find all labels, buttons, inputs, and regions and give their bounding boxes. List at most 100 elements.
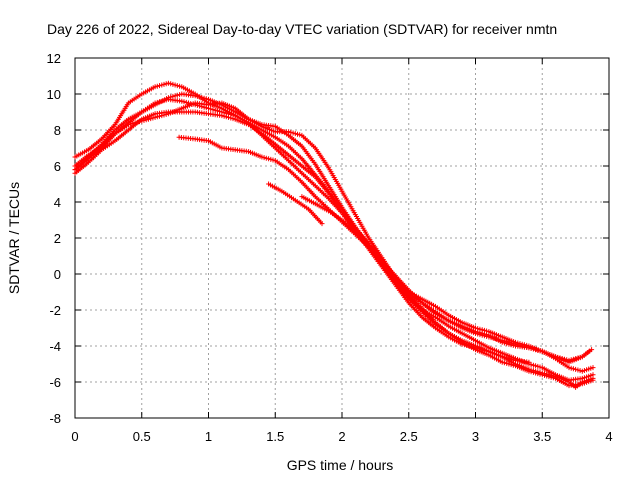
data-point-marker: [152, 100, 158, 106]
data-point-marker: [172, 93, 178, 99]
data-point-marker: [163, 81, 169, 87]
series-sat-b: [72, 91, 596, 374]
data-point-marker: [190, 101, 196, 107]
data-point-marker: [199, 95, 205, 101]
data-point-marker: [266, 156, 272, 162]
x-tick-label: 1: [205, 429, 212, 444]
data-point-marker: [504, 360, 510, 366]
data-point-marker: [533, 370, 539, 376]
x-tick-label: 2: [338, 429, 345, 444]
data-point-marker: [530, 362, 536, 368]
data-point-marker: [145, 116, 151, 122]
data-point-marker: [194, 93, 200, 99]
data-point-marker: [573, 366, 579, 372]
series-trace: [74, 93, 594, 373]
data-series: [72, 80, 596, 390]
data-point-marker: [581, 368, 587, 373]
data-point-marker: [290, 130, 296, 136]
data-point-marker: [528, 362, 534, 368]
data-point-marker: [157, 99, 162, 105]
data-point-marker: [506, 356, 512, 362]
data-point-marker: [588, 378, 594, 384]
data-point-marker: [508, 362, 514, 368]
data-point-marker: [544, 373, 550, 379]
data-point-marker: [477, 330, 483, 336]
data-point-marker: [206, 105, 211, 111]
data-point-marker: [261, 155, 267, 161]
x-axis-label: GPS time / hours: [287, 457, 394, 473]
y-tick-label: 6: [54, 159, 61, 174]
x-tick-label: 2.5: [400, 429, 418, 444]
data-point-marker: [214, 108, 220, 114]
series-sat-g: [266, 181, 325, 227]
data-point-marker: [212, 107, 218, 113]
data-point-marker: [174, 83, 180, 89]
grid-lines: [75, 58, 609, 418]
data-point-marker: [590, 365, 596, 371]
x-tick-label: 3: [472, 429, 479, 444]
data-point-marker: [568, 365, 574, 371]
y-tick-label: -2: [49, 303, 61, 318]
data-point-marker: [530, 369, 536, 375]
data-point-marker: [192, 102, 198, 108]
data-point-marker: [548, 374, 554, 380]
data-point-marker: [526, 359, 532, 365]
data-point-marker: [533, 347, 539, 353]
data-point-marker: [501, 340, 507, 346]
data-point-marker: [570, 366, 576, 372]
data-point-marker: [506, 361, 512, 367]
data-point-marker: [508, 356, 514, 362]
data-point-marker: [508, 342, 514, 348]
data-point-marker: [528, 369, 534, 375]
y-tick-label: 8: [54, 123, 61, 138]
data-point-marker: [504, 341, 510, 347]
data-point-marker: [168, 81, 174, 87]
chart-title: Day 226 of 2022, Sidereal Day-to-day VTE…: [47, 21, 557, 37]
data-point-marker: [533, 363, 539, 369]
data-point-marker: [499, 354, 505, 360]
data-point-marker: [197, 103, 203, 109]
data-point-marker: [157, 83, 162, 89]
data-point-marker: [473, 329, 478, 335]
data-point-marker: [177, 83, 183, 89]
data-point-marker: [125, 122, 131, 128]
data-point-marker: [504, 355, 510, 361]
data-point-marker: [588, 365, 594, 371]
y-tick-label: -6: [49, 375, 61, 390]
data-point-marker: [575, 367, 581, 373]
data-point-marker: [501, 354, 507, 360]
data-point-marker: [484, 332, 490, 338]
data-point-marker: [510, 362, 516, 368]
data-point-marker: [295, 131, 300, 137]
data-point-marker: [159, 98, 165, 104]
data-point-marker: [259, 154, 265, 160]
y-tick-label: 0: [54, 267, 61, 282]
data-point-marker: [475, 329, 481, 335]
data-point-marker: [186, 100, 191, 106]
data-point-marker: [550, 375, 556, 381]
data-point-marker: [292, 131, 298, 137]
data-point-marker: [217, 108, 223, 114]
series-trace: [74, 102, 594, 382]
data-point-marker: [526, 368, 532, 374]
data-point-marker: [128, 121, 134, 127]
data-point-marker: [201, 95, 207, 101]
data-point-marker: [219, 109, 225, 115]
y-tick-label: -4: [49, 339, 61, 354]
data-point-marker: [203, 105, 209, 111]
data-point-marker: [319, 221, 325, 227]
data-point-marker: [537, 371, 543, 377]
data-point-marker: [546, 374, 552, 380]
data-point-marker: [188, 101, 194, 107]
data-point-marker: [566, 365, 572, 371]
series-sat-c: [72, 100, 596, 383]
data-point-marker: [499, 339, 505, 345]
y-tick-label: 12: [47, 51, 61, 66]
x-tick-label: 4: [605, 429, 612, 444]
data-point-marker: [165, 80, 171, 86]
data-point-marker: [479, 330, 485, 336]
data-point-marker: [177, 92, 183, 98]
x-tick-label: 1.5: [266, 429, 284, 444]
data-point-marker: [172, 82, 178, 88]
